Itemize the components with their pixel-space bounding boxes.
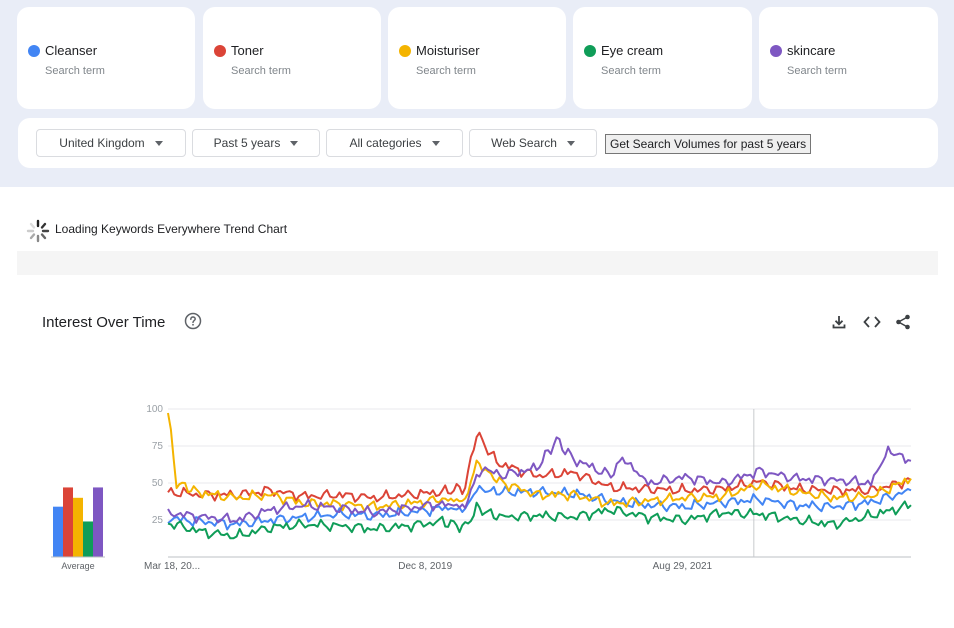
average-bar-eye-cream [83,521,93,557]
series-line-cleanser [167,484,912,531]
help-circle-icon[interactable] [184,312,202,330]
term-name: Moisturiser [416,43,480,58]
region-dropdown[interactable]: United Kingdom [36,129,186,157]
category-dropdown[interactable]: All categories [326,129,463,157]
keywords-everywhere-loading-row: Loading Keywords Everywhere Trend Chart [17,208,938,251]
term-card-toner[interactable]: Toner Search term [203,7,381,109]
term-name: Cleanser [45,43,98,58]
y-tick-label: 75 [152,441,164,452]
term-name: skincare [787,43,836,58]
caret-down-icon [566,140,575,146]
separator-strip [17,251,938,275]
term-subtitle: Search term [231,65,291,77]
get-search-volumes-button[interactable]: Get Search Volumes for past 5 years [605,134,812,154]
region-label: United Kingdom [59,136,145,150]
share-icon[interactable] [895,314,911,330]
term-card-moisturiser[interactable]: Moisturiser Search term [388,7,566,109]
embed-code-icon[interactable] [863,314,881,330]
search-type-dropdown[interactable]: Web Search [469,129,597,157]
caret-down-icon [290,140,299,146]
term-name: Eye cream [601,43,664,58]
series-color-dot [770,45,782,57]
get-search-volumes-label: Get Search Volumes for past 5 years [610,137,807,151]
caret-down-icon [154,140,163,146]
average-bar-toner [63,487,73,557]
series-color-dot [399,45,411,57]
loading-spinner-icon [26,219,50,243]
average-bar-moisturiser [73,497,83,557]
search-type-label: Web Search [491,136,557,150]
y-tick-label: 50 [152,478,164,489]
term-name: Toner [231,43,264,58]
term-subtitle: Search term [601,65,661,77]
term-subtitle: Search term [416,65,476,77]
loading-text: Loading Keywords Everywhere Trend Chart [55,222,288,236]
filter-bar: United Kingdom Past 5 years All categori… [18,118,938,168]
average-bar-skincare [93,487,103,557]
term-card-skincare[interactable]: skincare Search term [759,7,938,109]
term-subtitle: Search term [45,65,105,77]
x-tick-label: Dec 8, 2019 [398,561,452,572]
chart-title: Interest Over Time [42,314,166,331]
term-subtitle: Search term [787,65,847,77]
download-icon[interactable] [831,314,847,330]
series-color-dot [584,45,596,57]
period-dropdown[interactable]: Past 5 years [192,129,320,157]
y-tick-label: 100 [146,404,163,415]
series-line-eye-cream [167,500,912,540]
x-tick-label: Mar 18, 20... [144,561,200,572]
term-card-cleanser[interactable]: Cleanser Search term [17,7,195,109]
average-bar-cleanser [53,506,63,557]
average-label: Average [61,561,94,571]
series-color-dot [214,45,226,57]
series-line-moisturiser [167,412,912,512]
period-label: Past 5 years [213,136,281,150]
category-label: All categories [349,136,422,150]
interest-over-time-card: Loading Keywords Everywhere Trend Chart … [17,208,938,628]
x-tick-label: Aug 29, 2021 [653,561,713,572]
caret-down-icon [431,140,440,146]
interest-over-time-chart: 100 75 50 25 Mar 18, 20... Dec 8, 2019 Aug 29,… [51,404,912,572]
series-color-dot [28,45,40,57]
series-line-skincare [167,436,912,524]
y-tick-label: 25 [152,515,164,526]
term-card-eye-cream[interactable]: Eye cream Search term [573,7,752,109]
